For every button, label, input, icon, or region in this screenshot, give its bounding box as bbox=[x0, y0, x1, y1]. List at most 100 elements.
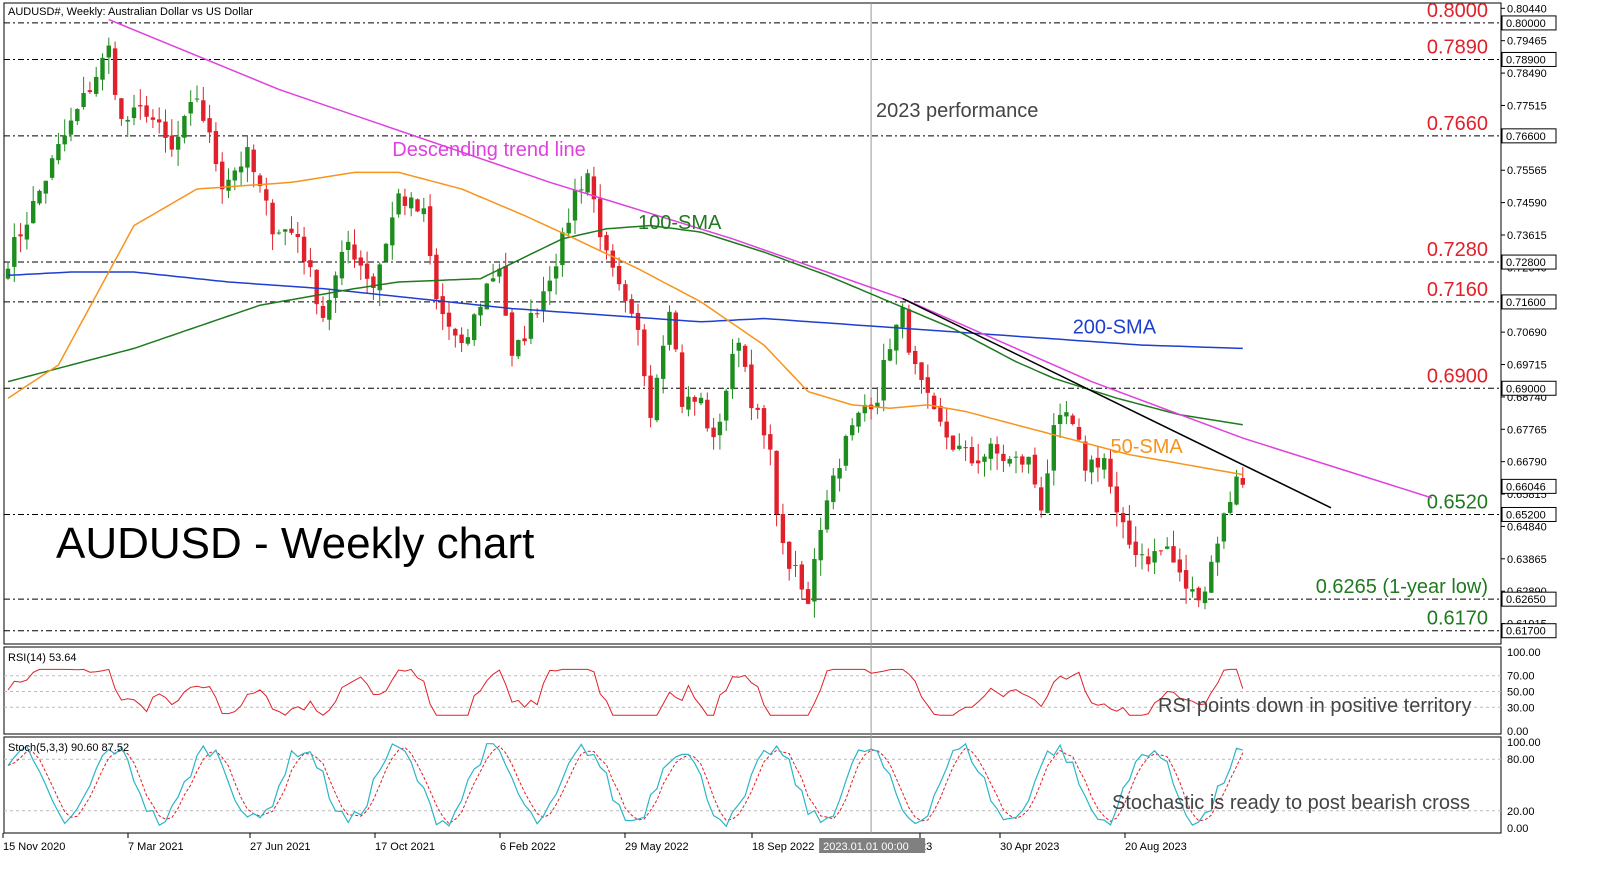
time-tick-label: 27 Jun 2021 bbox=[250, 841, 311, 853]
candle-bull bbox=[528, 312, 534, 339]
candle-bear bbox=[629, 299, 634, 314]
candle-bear bbox=[352, 244, 357, 260]
annotation-label: 200-SMA bbox=[1073, 316, 1157, 338]
candle-bull bbox=[724, 390, 729, 421]
rsi-comment: RSI points down in positive territory bbox=[1158, 695, 1471, 717]
rsi-tick-label: 70.00 bbox=[1507, 671, 1535, 683]
candle-bull bbox=[1202, 591, 1208, 604]
axis-layer: 0.804400.794650.784900.775150.765400.755… bbox=[2, 3, 1557, 853]
candle-bear bbox=[18, 234, 23, 237]
level-price-tag-text: 0.78900 bbox=[1506, 54, 1546, 66]
candle-bear bbox=[976, 460, 981, 464]
candle-bear bbox=[503, 266, 508, 316]
candle-bull bbox=[31, 201, 36, 224]
level-price-tag-text: 0.76600 bbox=[1506, 131, 1546, 143]
candle-bear bbox=[440, 296, 445, 315]
candle-bull bbox=[1051, 425, 1056, 471]
candle-bear bbox=[805, 589, 811, 604]
sma100-line bbox=[7, 224, 1243, 426]
time-tick-label: 15 Nov 2020 bbox=[3, 841, 65, 853]
price-tick-label: 0.77515 bbox=[1507, 100, 1547, 112]
rsi-label: RSI(14) 53.64 bbox=[8, 652, 76, 664]
candle-bull bbox=[1209, 561, 1214, 593]
candle-bull bbox=[1190, 589, 1195, 592]
candle-bear bbox=[1171, 546, 1176, 563]
price-tick-label: 0.63865 bbox=[1507, 554, 1547, 566]
candle-bull bbox=[1013, 456, 1019, 458]
candle-bear bbox=[509, 312, 515, 356]
annotation-label: 100-SMA bbox=[638, 212, 722, 234]
vline-label: 2023 performance bbox=[876, 100, 1038, 122]
candle-bull bbox=[850, 425, 855, 436]
candle-bull bbox=[194, 98, 200, 100]
candle-bull bbox=[238, 166, 244, 173]
level-price-tag-text: 0.71600 bbox=[1506, 297, 1546, 309]
level-price-tag-text: 0.69000 bbox=[1506, 383, 1546, 395]
candle-bull bbox=[56, 144, 61, 161]
candle-bull bbox=[1139, 554, 1145, 556]
annotation-label: Descending trend line bbox=[392, 139, 585, 161]
level-label: 0.6265 (1-year low) bbox=[1316, 576, 1488, 598]
level-price-tag-text: 0.61700 bbox=[1506, 626, 1546, 638]
candle-bull bbox=[43, 180, 48, 194]
candle-bear bbox=[144, 105, 149, 117]
candle-bull bbox=[686, 396, 691, 410]
candle-bear bbox=[1177, 559, 1182, 573]
stoch-tick-label: 20.00 bbox=[1507, 806, 1535, 818]
candle-bull bbox=[894, 324, 899, 351]
time-tick-label: 30 Apr 2023 bbox=[1000, 841, 1059, 853]
candle-bear bbox=[207, 118, 212, 133]
candle-bear bbox=[591, 176, 597, 200]
price-tick-label: 0.75565 bbox=[1507, 165, 1547, 177]
candle-bull bbox=[560, 232, 565, 266]
candle-bull bbox=[654, 377, 660, 421]
candle-bull bbox=[736, 342, 741, 351]
level-price-tag-text: 0.80000 bbox=[1506, 18, 1546, 30]
candle-bull bbox=[472, 314, 477, 341]
candle-bear bbox=[931, 395, 937, 410]
candle-bull bbox=[5, 268, 11, 279]
candle-bull bbox=[333, 275, 338, 298]
candle-bull bbox=[812, 558, 817, 602]
candle-bear bbox=[994, 444, 1000, 454]
rsi-panel-frame bbox=[3, 646, 1502, 735]
candle-bear bbox=[635, 312, 641, 330]
level-price-tag-text: 0.65200 bbox=[1506, 509, 1546, 521]
stoch-main-line bbox=[7, 742, 1243, 828]
level-price-tag bbox=[1501, 15, 1557, 31]
candles-layer bbox=[5, 37, 1245, 618]
candle-bull bbox=[553, 266, 559, 279]
candle-bull bbox=[226, 179, 231, 191]
candle-bull bbox=[1026, 456, 1031, 465]
candle-bear bbox=[138, 105, 143, 107]
candle-bear bbox=[295, 233, 300, 238]
level-price-tag bbox=[1501, 51, 1557, 67]
candle-bull bbox=[579, 189, 584, 191]
big-chart-title: AUDUSD - Weekly chart bbox=[56, 519, 534, 568]
candle-bear bbox=[213, 131, 219, 165]
price-tick-label: 0.79465 bbox=[1507, 36, 1547, 48]
price-tick-label: 0.67765 bbox=[1507, 424, 1547, 436]
candle-bull bbox=[793, 564, 798, 566]
candle-bull bbox=[566, 222, 571, 234]
candle-bull bbox=[188, 101, 193, 114]
candle-bear bbox=[705, 399, 710, 429]
level-label: 0.7280 bbox=[1427, 239, 1488, 261]
candle-bear bbox=[364, 263, 370, 279]
time-tick-label: 7 Mar 2021 bbox=[128, 841, 184, 853]
price-tick-label: 0.74590 bbox=[1507, 198, 1547, 210]
candle-bull bbox=[62, 135, 67, 145]
candle-bear bbox=[761, 408, 767, 436]
candle-bull bbox=[516, 340, 521, 357]
candle-bull bbox=[106, 45, 111, 58]
candle-bear bbox=[446, 312, 452, 327]
candle-bear bbox=[402, 196, 408, 206]
candle-bear bbox=[1240, 478, 1245, 485]
candle-bear bbox=[453, 328, 458, 336]
sma200-line bbox=[7, 271, 1243, 350]
candle-bull bbox=[497, 268, 502, 277]
candle-bear bbox=[220, 161, 225, 190]
price-tick-label: 0.69715 bbox=[1507, 360, 1547, 372]
candle-bull bbox=[24, 224, 30, 240]
candle-bear bbox=[1120, 512, 1126, 523]
